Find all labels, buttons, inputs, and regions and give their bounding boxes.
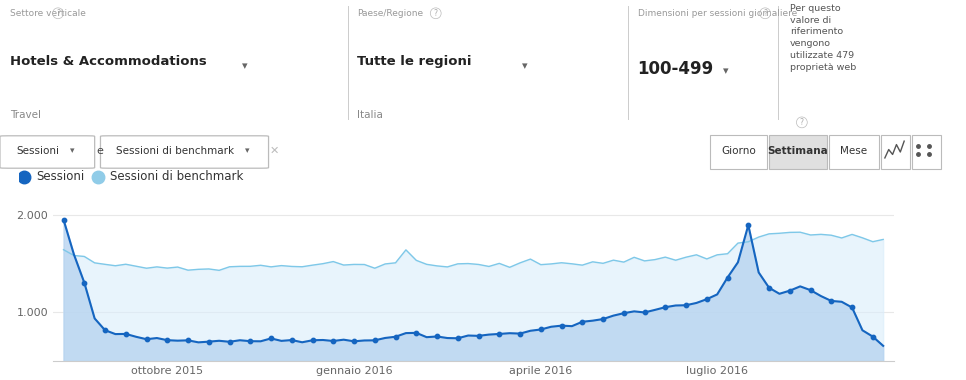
Text: e: e	[97, 146, 103, 156]
Point	[866, 334, 881, 340]
Point	[118, 331, 133, 337]
Point	[595, 316, 611, 322]
Text: ▾: ▾	[245, 147, 250, 155]
Text: Dimensioni per sessioni giornaliere: Dimensioni per sessioni giornaliere	[638, 9, 797, 18]
Point	[803, 287, 818, 293]
Point	[181, 337, 196, 344]
Point	[346, 338, 361, 344]
Text: 100-499: 100-499	[638, 60, 714, 78]
Point	[284, 337, 299, 343]
Text: Hotels & Accommodations: Hotels & Accommodations	[10, 55, 207, 68]
FancyBboxPatch shape	[912, 135, 941, 169]
Text: Mese: Mese	[840, 146, 867, 156]
Point	[305, 337, 321, 343]
Point	[616, 310, 632, 316]
Point	[387, 334, 403, 340]
Text: Sessioni: Sessioni	[37, 170, 85, 183]
FancyBboxPatch shape	[100, 136, 269, 168]
Text: ▾: ▾	[522, 62, 527, 71]
Point	[222, 339, 238, 345]
Text: Travel: Travel	[10, 110, 41, 120]
Point	[512, 331, 527, 337]
Point	[492, 331, 507, 337]
Text: Sessioni: Sessioni	[16, 146, 60, 156]
Point	[761, 285, 777, 291]
Point	[533, 326, 549, 332]
Point	[720, 274, 735, 280]
Point	[741, 222, 756, 228]
FancyBboxPatch shape	[710, 135, 767, 169]
Text: Italia: Italia	[357, 110, 384, 120]
Text: ▾: ▾	[723, 66, 728, 76]
Text: Settore verticale: Settore verticale	[10, 9, 86, 18]
Text: Per questo
valore di
riferimento
vengono
utilizzate 479
proprietà web: Per questo valore di riferimento vengono…	[790, 4, 857, 72]
Point	[782, 288, 798, 294]
Text: ▾: ▾	[70, 147, 74, 155]
FancyBboxPatch shape	[0, 136, 95, 168]
Text: Sessioni di benchmark: Sessioni di benchmark	[116, 146, 234, 156]
Point	[264, 336, 279, 342]
Text: ✕: ✕	[270, 146, 279, 156]
FancyBboxPatch shape	[881, 135, 910, 169]
Point	[326, 338, 341, 344]
Point	[56, 217, 71, 223]
Point	[139, 336, 155, 342]
Text: Tutte le regioni: Tutte le regioni	[357, 55, 472, 68]
Point	[554, 323, 569, 329]
Text: ▾: ▾	[242, 62, 247, 71]
Point	[658, 304, 673, 310]
Point	[367, 337, 383, 344]
Text: Paese/Regione: Paese/Regione	[357, 9, 423, 18]
Text: Sessioni di benchmark: Sessioni di benchmark	[110, 170, 243, 183]
FancyBboxPatch shape	[829, 135, 879, 169]
Point	[429, 333, 444, 339]
Point	[242, 338, 258, 344]
Point	[201, 339, 216, 345]
Text: Giorno: Giorno	[722, 146, 755, 156]
Point	[76, 280, 92, 286]
Text: ?: ?	[56, 9, 60, 18]
FancyBboxPatch shape	[769, 135, 827, 169]
Text: Settimana: Settimana	[768, 146, 828, 156]
Text: ?: ?	[434, 9, 438, 18]
Point	[699, 296, 715, 302]
Point	[98, 327, 113, 333]
Point	[159, 337, 175, 343]
Point	[844, 304, 860, 310]
Point	[470, 333, 486, 339]
Point	[409, 330, 424, 336]
Text: ?: ?	[763, 9, 767, 18]
Point	[678, 302, 694, 308]
Point	[824, 298, 839, 304]
Point	[637, 309, 652, 315]
Point	[450, 335, 466, 341]
Point	[575, 319, 590, 325]
Text: ?: ?	[800, 118, 804, 127]
